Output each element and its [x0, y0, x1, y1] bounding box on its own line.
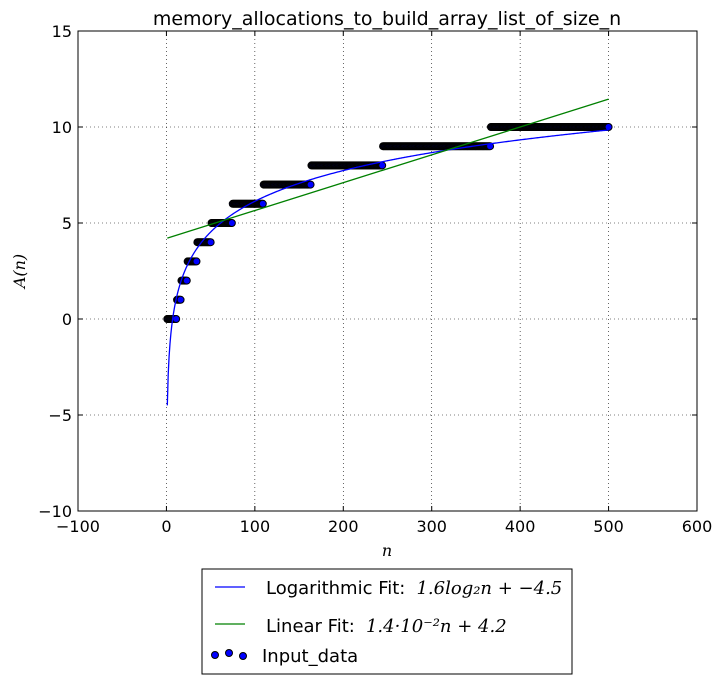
input-data-point [258, 199, 267, 208]
legend-log-fit-label: Logarithmic Fit: [266, 578, 405, 599]
plot-area [163, 98, 613, 406]
x-tick-label: 500 [593, 517, 624, 536]
input-data-point [172, 315, 181, 323]
y-tick-label: −10 [38, 502, 72, 521]
legend-input-data-swatch [211, 649, 247, 660]
svg-text:Linear Fit: 1.4·10⁻²n +: Linear Fit: 1.4·10⁻²n + 4.2 [266, 616, 507, 637]
grid [78, 31, 697, 511]
linear-fit-line [167, 98, 609, 239]
y-tick-label: 15 [52, 22, 72, 41]
x-tick-label: 200 [328, 517, 359, 536]
x-tick-label: 100 [240, 517, 271, 536]
input-data-point [227, 219, 236, 227]
legend-box [201, 568, 573, 675]
x-tick-label: −100 [56, 517, 100, 536]
input-data-point [306, 180, 315, 189]
input-data-point [604, 123, 613, 131]
log-fit-line [166, 129, 609, 406]
input-data-series [163, 123, 613, 323]
input-data-point [176, 295, 185, 304]
y-tick-label: 10 [52, 118, 72, 137]
x-tick-label: 300 [416, 517, 447, 536]
input-data-point [192, 257, 201, 266]
legend-linear-fit-label: Linear Fit: [266, 616, 355, 637]
svg-text:Logarithmic Fit: 1.6log₂: Logarithmic Fit: 1.6log₂n + −4.5 [266, 578, 562, 599]
y-tick-label: −5 [48, 406, 72, 425]
input-data-point [182, 276, 191, 285]
x-tick-label: 0 [161, 517, 171, 536]
legend: Logarithmic Fit: 1.6log₂n + −4.5 Linear … [201, 568, 573, 675]
plot-frame [77, 30, 698, 512]
legend-linear-fit-formula: 1.4·10⁻²n + 4.2 [366, 616, 507, 637]
y-tick-label: 0 [62, 310, 72, 329]
x-axis-label: n [382, 541, 392, 560]
x-tick-label: 400 [505, 517, 536, 536]
chart-title: memory_allocations_to_build_array_list_o… [153, 8, 621, 30]
axis-ticks: −100 0 100 200 300 400 500 600 15 10 5 0 −5 −10 [38, 22, 712, 536]
legend-log-fit-formula: 1.6log₂n + −4.5 [416, 578, 562, 599]
legend-input-data-label: Input_data [262, 646, 358, 667]
y-tick-label: 5 [62, 214, 72, 233]
y-axis-label: A(n) [10, 254, 29, 290]
input-data-point [206, 238, 215, 247]
x-tick-label: 600 [682, 517, 713, 536]
input-data-point [378, 161, 387, 170]
